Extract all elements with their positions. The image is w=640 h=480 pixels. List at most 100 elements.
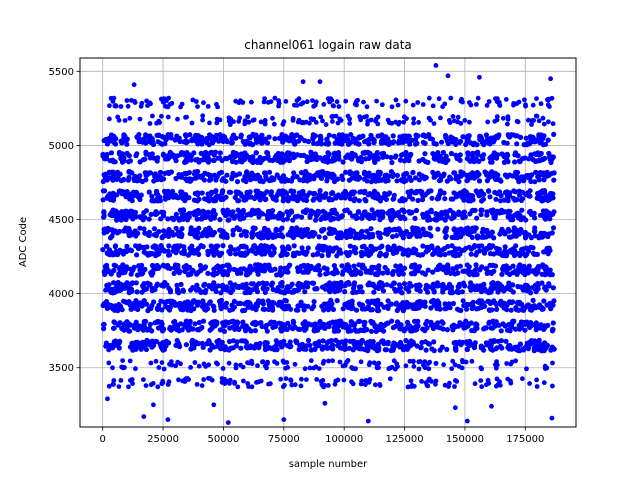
data-point <box>539 345 545 351</box>
data-point <box>177 230 183 236</box>
data-point <box>259 251 265 257</box>
data-point <box>497 250 503 257</box>
data-point <box>499 226 505 232</box>
data-point <box>396 226 402 232</box>
data-point <box>449 234 455 240</box>
data-point <box>513 307 520 313</box>
data-point <box>356 318 362 324</box>
data-point <box>403 228 409 235</box>
data-point <box>461 247 467 253</box>
data-point <box>482 303 488 309</box>
data-point <box>429 195 435 201</box>
data-point <box>423 347 429 353</box>
data-point <box>126 153 132 159</box>
data-point <box>436 193 442 199</box>
data-point <box>189 337 196 343</box>
data-point <box>159 234 165 240</box>
data-point <box>505 121 510 127</box>
data-point <box>313 217 319 223</box>
data-point <box>212 323 218 329</box>
data-point <box>435 212 442 218</box>
data-point <box>126 233 132 239</box>
data-point <box>399 290 405 296</box>
data-point <box>372 195 378 201</box>
data-point <box>138 192 144 198</box>
data-point <box>200 230 206 236</box>
data-point <box>503 338 509 344</box>
data-point <box>503 264 509 271</box>
data-point <box>512 197 518 203</box>
data-point <box>499 271 505 277</box>
data-point <box>206 142 212 148</box>
data-point <box>535 266 541 272</box>
data-point <box>208 172 214 179</box>
data-point <box>342 283 348 289</box>
data-point <box>356 269 363 275</box>
data-point <box>199 340 205 346</box>
data-point <box>414 343 420 349</box>
data-point <box>188 178 194 184</box>
data-point <box>364 228 370 234</box>
data-point <box>275 285 281 291</box>
data-point <box>280 384 286 390</box>
data-point <box>159 307 165 313</box>
data-point <box>375 362 380 368</box>
data-point <box>217 217 223 223</box>
data-point <box>277 210 283 216</box>
data-point <box>143 208 149 214</box>
data-point <box>210 303 216 309</box>
data-point <box>220 243 226 249</box>
data-point <box>473 252 479 258</box>
data-point <box>358 284 364 290</box>
data-point <box>411 228 417 234</box>
data-point <box>219 188 226 194</box>
data-point <box>320 378 326 383</box>
data-point <box>299 376 304 382</box>
data-point <box>182 305 188 311</box>
data-point <box>123 215 129 221</box>
data-point <box>207 120 212 126</box>
data-point <box>188 365 194 370</box>
data-point <box>326 197 332 203</box>
data-point <box>490 210 496 216</box>
data-point <box>189 120 195 126</box>
data-point <box>240 139 246 145</box>
data-point <box>245 304 251 310</box>
data-point <box>322 286 329 292</box>
data-point <box>438 282 444 289</box>
data-point <box>411 120 416 126</box>
data-point <box>160 347 166 353</box>
data-point <box>140 283 146 289</box>
data-point <box>173 211 179 217</box>
data-point <box>209 209 215 216</box>
data-point <box>173 266 179 272</box>
data-point <box>385 303 391 309</box>
data-point <box>221 134 227 140</box>
data-point <box>442 251 448 258</box>
data-point <box>259 178 265 184</box>
data-point <box>264 340 270 346</box>
data-point <box>528 244 534 250</box>
data-point <box>393 119 398 125</box>
data-point <box>491 251 497 257</box>
data-point <box>513 233 520 239</box>
data-point <box>198 267 204 274</box>
data-point <box>270 115 275 121</box>
data-point <box>431 121 437 126</box>
data-point <box>413 247 419 253</box>
data-point <box>386 141 392 147</box>
data-point <box>375 114 381 120</box>
data-point <box>345 262 351 268</box>
data-point <box>386 228 392 234</box>
data-point <box>232 247 238 253</box>
data-point <box>425 284 431 290</box>
data-point <box>276 188 282 194</box>
data-point <box>357 175 363 181</box>
data-point <box>340 159 346 165</box>
data-point <box>223 211 229 218</box>
data-point <box>512 212 518 218</box>
data-point <box>428 322 434 328</box>
data-point <box>380 270 386 276</box>
data-point <box>231 215 237 221</box>
data-point <box>363 246 370 252</box>
